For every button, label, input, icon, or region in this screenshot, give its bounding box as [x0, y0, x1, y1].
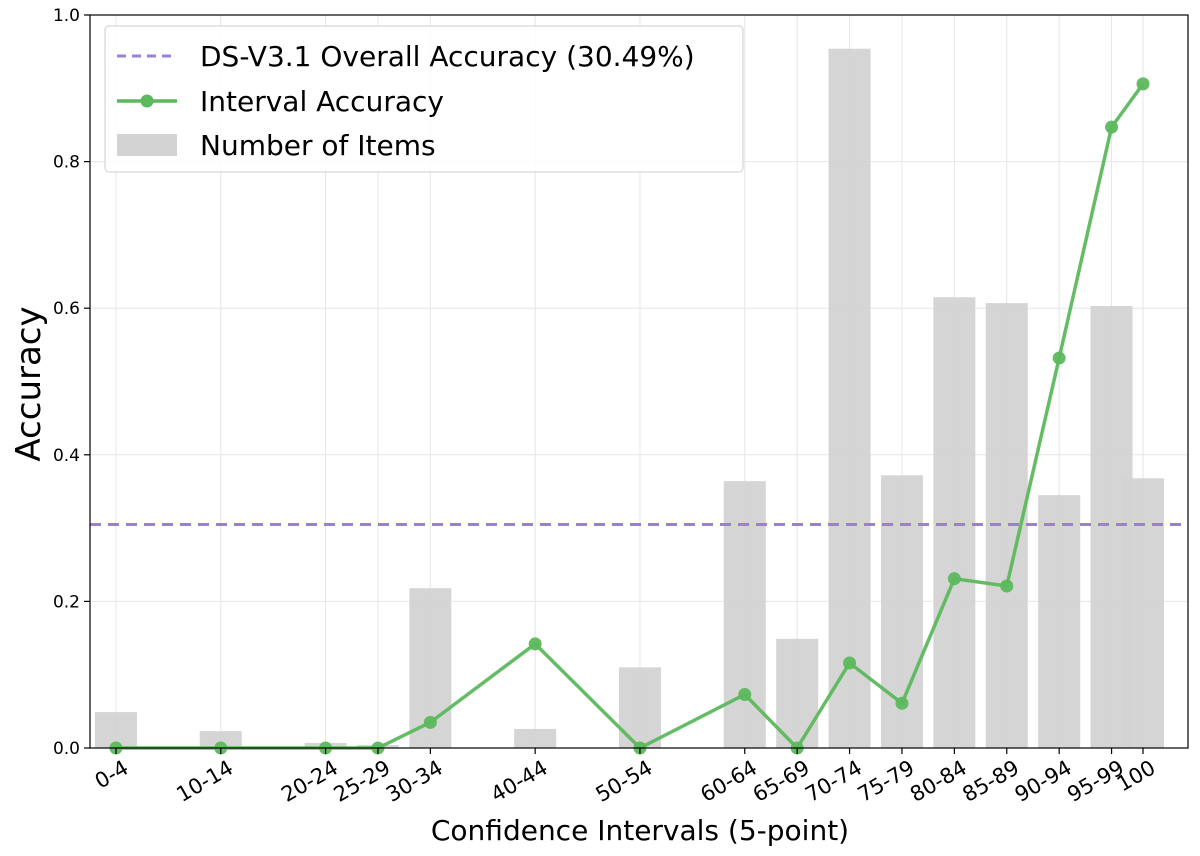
y-tick-label: 0.4 [53, 446, 80, 466]
legend-label: Interval Accuracy [200, 85, 444, 118]
x-tick-label: 75-79 [854, 756, 919, 807]
y-tick-label: 0.2 [53, 592, 80, 612]
x-tick-label: 65-69 [749, 756, 814, 807]
x-tick-label: 50-54 [592, 756, 657, 807]
interval-accuracy-marker [528, 637, 542, 651]
interval-accuracy-marker [947, 572, 961, 586]
interval-accuracy-marker [895, 696, 909, 710]
x-axis-title: Confidence Intervals (5-point) [431, 814, 849, 847]
y-tick-label: 0.8 [53, 153, 80, 173]
item-count-bar [828, 48, 871, 748]
legend-label: Number of Items [200, 129, 436, 162]
interval-accuracy-marker [843, 656, 857, 670]
interval-accuracy-marker [1136, 77, 1150, 91]
interval-accuracy-marker [1000, 579, 1014, 593]
legend-patch-icon [117, 134, 177, 156]
y-tick-label: 0.6 [53, 299, 80, 319]
x-tick-label: 90-94 [1011, 756, 1076, 807]
item-count-bar [618, 667, 661, 748]
item-count-bar [199, 731, 242, 748]
x-tick-label: 25-29 [330, 756, 395, 807]
x-tick-label: 30-34 [382, 756, 447, 807]
x-tick-label: 40-44 [487, 756, 552, 807]
legend-box [104, 25, 744, 173]
item-count-bar [776, 638, 819, 748]
y-tick-label: 1.0 [53, 6, 80, 26]
x-tick-label: 20-24 [277, 756, 342, 807]
legend-marker-icon [140, 94, 154, 108]
x-tick-label: 70-74 [801, 756, 866, 807]
item-count-bar [1122, 478, 1164, 748]
interval-accuracy-marker [738, 687, 752, 701]
interval-accuracy-marker [1052, 351, 1066, 365]
x-tick-label: 0-4 [91, 756, 133, 794]
x-tick-label: 100 [1113, 756, 1160, 797]
legend-label: DS-V3.1 Overall Accuracy (30.49%) [200, 40, 695, 73]
interval-accuracy-marker [1105, 120, 1119, 134]
x-tick-label: 60-64 [696, 756, 761, 807]
item-count-bar [1038, 495, 1081, 748]
legend: DS-V3.1 Overall Accuracy (30.49%) Interva… [104, 25, 744, 173]
y-tick-label: 0.0 [53, 739, 80, 759]
y-axis-title: Accuracy [9, 306, 49, 461]
item-count-bar [933, 297, 976, 748]
interval-accuracy-marker [423, 715, 437, 729]
x-tick-label: 85-89 [958, 756, 1023, 807]
x-tick-label: 10-14 [172, 756, 237, 807]
item-count-bar [514, 728, 557, 748]
plot-frame [89, 14, 1189, 749]
x-tick-label: 80-84 [906, 756, 971, 807]
